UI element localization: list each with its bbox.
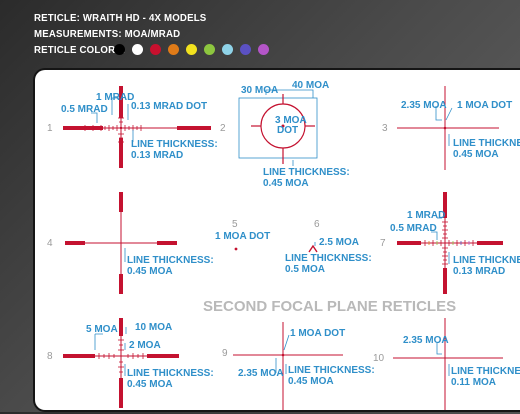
label-line-thickness: LINE THICKNESS:	[453, 255, 520, 266]
label-line-thickness: LINE THICKNESS:	[453, 138, 520, 149]
color-swatch-white	[132, 44, 143, 55]
color-swatch-purple	[258, 44, 269, 55]
measurements-label: MEASUREMENTS: MOA/MRAD	[34, 28, 181, 40]
label-line-thickness: LINE THICKNESS:	[131, 139, 218, 150]
label-30-moa: 30 MOA	[241, 85, 278, 96]
label-thickness-value: 0.45 MOA	[288, 376, 334, 387]
reticle-number: 8	[47, 351, 53, 362]
color-swatch-yellow	[186, 44, 197, 55]
reticle-1: 1 1 MRAD 0.5 MRAD 0.13 MRAD DOT LINE THI…	[47, 86, 218, 168]
label-2-35-moa: 2.35 MOA	[403, 335, 449, 346]
label-line-thickness: LINE THICKNESS:	[127, 368, 214, 379]
label-40-moa: 40 MOA	[292, 80, 329, 91]
label-0-5-mrad: 0.5 MRAD	[61, 104, 108, 115]
label-3-moa: 3 MOA	[275, 115, 307, 126]
label-thickness-value: 0.45 MOA	[263, 178, 309, 189]
reticle-4: 4 LINE THICKNESS: 0.45 MOA	[47, 192, 214, 294]
label-dot-size: 1 MOA DOT	[457, 100, 512, 111]
label-thickness-value: 0.45 MOA	[127, 266, 173, 277]
reticle-number: 6	[314, 219, 320, 230]
label-2-5-moa: 2.5 MOA	[319, 237, 359, 248]
reticle-3: 3 2.35 MOA 1 MOA DOT LINE THICKNESS: 0.4…	[382, 86, 520, 170]
reticle-diagram-panel: .rl { stroke: #c41230; } .bx { stroke: #…	[33, 68, 520, 412]
label-dot-size: 0.13 MRAD DOT	[131, 101, 207, 112]
color-swatch-indigo	[240, 44, 251, 55]
label-1-mrad: 1 MRAD	[96, 92, 134, 103]
reticle-2: 2 30 MOA 40 MOA 3 MOA DOT LINE THICKNESS…	[220, 80, 350, 189]
label-dot: DOT	[277, 125, 298, 136]
label-5-moa: 5 MOA	[86, 324, 118, 335]
label-line-thickness: LINE THICKNESS:	[288, 365, 375, 376]
label-line-thickness: LINE THICKNESS:	[285, 253, 372, 264]
label-thickness-value: 0.45 MOA	[453, 149, 499, 160]
label-2-35-moa: 2.35 MOA	[401, 100, 447, 111]
color-swatch-orange	[168, 44, 179, 55]
label-thickness-value: 0.45 MOA	[127, 379, 173, 390]
label-thickness-value: 0.13 MRAD	[453, 266, 505, 277]
label-thickness-value: 0.11 MOA	[451, 377, 496, 388]
label-2-35-moa: 2.35 MOA	[238, 368, 284, 379]
reticle-number: 10	[373, 353, 385, 364]
reticle-number: 9	[222, 348, 228, 359]
label-dot-size: 1 MOA DOT	[215, 231, 270, 242]
label-line-thickness: LINE THICKNESS:	[127, 255, 214, 266]
label-dot-size: 1 MOA DOT	[290, 328, 345, 339]
label-line-thickness: LINE THICKNESS:	[451, 366, 520, 377]
reticle-6: 6 2.5 MOA LINE THICKNESS: 0.5 MOA	[285, 219, 372, 275]
reticle-10: 10 2.35 MOA LINE THICKNESS: 0.11 MOA	[373, 318, 520, 410]
section-title: SECOND FOCAL PLANE RETICLES	[203, 298, 456, 315]
color-swatch-black	[114, 44, 125, 55]
color-swatch-light-blue	[222, 44, 233, 55]
reticle-number: 5	[232, 219, 238, 230]
reticle-number: 2	[220, 123, 226, 134]
label-thickness-value: 0.5 MOA	[285, 264, 325, 275]
reticle-5: 5 1 MOA DOT	[215, 219, 270, 251]
reticle-number: 1	[47, 123, 53, 134]
reticle-8: 8 5 MOA 10 MOA 2 MOA LINE THICKNESS: 0.4…	[47, 318, 214, 408]
reticle-number: 3	[382, 123, 388, 134]
label-10-moa: 10 MOA	[135, 322, 172, 333]
label-line-thickness: LINE THICKNESS:	[263, 167, 350, 178]
reticle-number: 7	[380, 238, 386, 249]
reticle-9: 9 1 MOA DOT 2.35 MOA LINE THICKNESS: 0.4…	[222, 322, 375, 410]
reticle-7: 7 1 MRAD 0.5 MRAD LINE THICKNESS: 0.13 M…	[380, 192, 520, 294]
color-swatch-red	[150, 44, 161, 55]
label-2-moa: 2 MOA	[129, 340, 161, 351]
reticle-title: RETICLE: WRAITH HD - 4X MODELS	[34, 12, 207, 24]
color-swatch-green	[204, 44, 215, 55]
reticle-number: 4	[47, 238, 53, 249]
label-1-mrad: 1 MRAD	[407, 210, 445, 221]
label-0-5-mrad: 0.5 MRAD	[390, 223, 437, 234]
reticle-colors-label: RETICLE COLORS:	[34, 44, 126, 56]
label-thickness-value: 0.13 MRAD	[131, 150, 183, 161]
